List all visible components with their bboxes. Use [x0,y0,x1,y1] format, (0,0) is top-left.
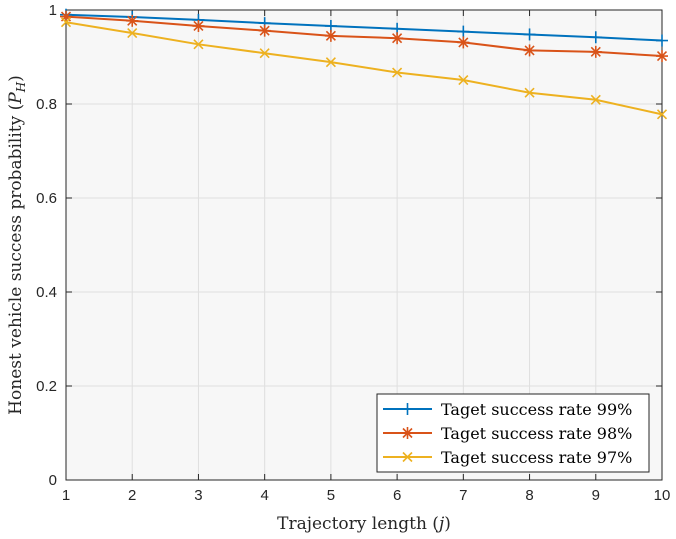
x-tick-label: 9 [592,487,600,504]
marker-stroke [325,30,336,41]
data-point-s3 [193,39,204,50]
y-tick-label: 0.6 [36,190,57,207]
legend-marker-1 [401,403,414,415]
data-point-s3 [325,57,336,68]
marker-stroke [656,50,668,62]
marker-stroke [590,94,601,105]
marker-stroke [524,87,535,98]
x-tick-label: 4 [260,487,268,504]
series-line-2 [65,15,663,58]
data-point-s3 [590,94,601,105]
legend-label-3: Taget success rate 97% [441,448,632,467]
data-point-s3 [458,74,469,86]
plot-frame [65,9,663,481]
data-point-s3 [656,109,668,120]
y-axis-label: Honest vehicle success probability (PH) [6,75,28,415]
series-line-1 [65,13,663,42]
x-tick-label: 2 [128,487,136,504]
x-tick-label: 7 [459,487,467,504]
data-point-s1 [523,28,536,41]
data-point-s2 [192,19,205,32]
marker-stroke [60,17,72,28]
marker-stroke [127,15,138,26]
marker-stroke [392,67,403,78]
legend-marker-2 [401,427,414,439]
marker-stroke [402,451,413,463]
data-point-s2 [324,29,337,42]
legend-label-1: Taget success rate 99% [441,400,632,419]
data-point-s2 [589,45,602,58]
marker-stroke [524,45,535,56]
marker-stroke [458,74,469,86]
y-tick-label: 0.2 [36,378,57,395]
data-point-s2 [60,10,72,23]
data-point-s3 [259,48,270,59]
x-tick-label: 3 [194,487,202,504]
data-point-s2 [391,32,404,45]
x-tick-label: 5 [327,487,335,504]
data-point-s3 [60,17,72,28]
y-tick-label: 0 [49,472,57,489]
marker-stroke [656,109,668,120]
x-tick-label: 6 [393,487,401,504]
legend-label-2: Taget success rate 98% [441,424,632,443]
x-tick-label: 1 [62,487,70,504]
x-tick-label: 8 [525,487,533,504]
legend: Taget success rate 99% Taget success rate… [376,393,650,473]
y-tick-label: 1 [49,2,57,19]
x-axis-label: Trajectory length (j) [277,514,451,534]
series-layer [60,8,668,120]
series-line-3 [65,21,663,116]
marker-stroke [392,33,403,44]
marker-stroke [127,27,138,39]
marker-stroke [402,427,413,439]
y-tick-label: 0.8 [36,96,57,113]
axis-ticks: 1 2 3 4 5 6 7 8 9 10 0 0.2 0.4 0.6 0.8 1 [36,2,670,504]
marker-stroke [259,48,270,59]
data-point-s2 [523,44,536,57]
data-point-s3 [524,87,535,98]
data-point-s1 [656,34,668,47]
data-point-s2 [126,14,139,27]
data-point-s1 [457,25,470,38]
data-point-s2 [258,24,271,37]
data-point-s2 [656,50,668,63]
x-tick-label: 10 [654,487,671,504]
y-tick-label: 0.4 [36,284,57,301]
data-point-s2 [457,36,470,49]
data-point-s3 [127,27,138,39]
marker-stroke [193,39,204,50]
marker-stroke [193,20,204,32]
marker-stroke [458,37,469,48]
marker-stroke [259,25,270,36]
data-point-s3 [392,67,403,78]
legend-marker-3 [402,451,413,463]
data-point-s1 [589,31,602,44]
marker-stroke [325,57,336,68]
marker-stroke [590,46,601,57]
